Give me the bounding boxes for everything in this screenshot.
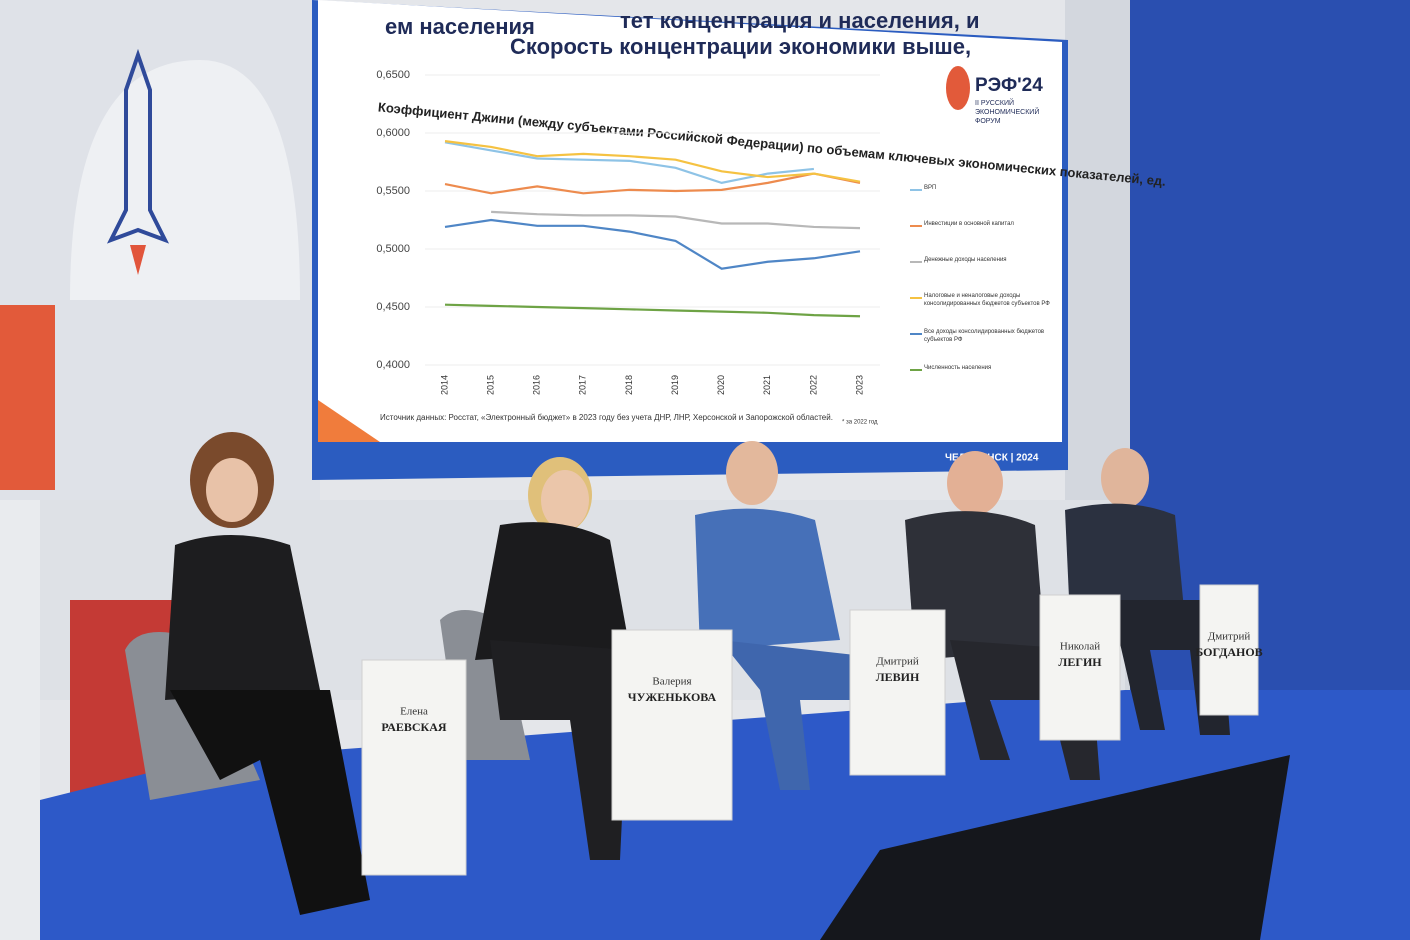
person-legs [170,690,370,915]
lectern [0,500,40,940]
series-line [444,218,861,270]
logo-icon [946,66,970,110]
slide-title-line: Скорость концентрации экономики выше, [510,34,971,59]
y-tick-label: 0,5500 [376,185,410,197]
y-tick-label: 0,4500 [376,301,410,313]
legend-entry: Денежные доходы населения [924,257,1007,263]
x-tick-label: 2016 [532,375,542,395]
rocket-icon [106,48,170,244]
plate-first-name: Дмитрий [876,656,919,668]
name-plates: Елена РАЕВСКАЯ Валерия ЧУЖЕНЬКОВА Дмитрий ЛЕВ… [361,584,1263,876]
person-face [541,470,589,530]
series-line [444,141,814,185]
legend-entry: Численность населения [924,365,992,371]
person-legs [490,640,630,860]
plate-last-name: РАЕВСКАЯ [381,720,447,734]
plate-last-name: ЛЕГИН [1058,655,1102,669]
legend-entry: Все доходы консолидированных бюджетов су… [924,329,1045,343]
y-tick-label: 0,4000 [376,359,410,371]
plate-first-name: Елена [400,706,428,718]
series-line [444,140,861,183]
legend-label: Все доходы консолидированных бюджетов су… [924,329,1045,343]
x-tick-label: 2015 [485,375,495,395]
logo-subtitle: ФОРУМ [975,118,1001,125]
legend-label: ВРП [924,185,937,191]
legend-entry: Налоговые и неналоговые доходы консолиди… [924,293,1050,307]
x-tick-label: 2020 [716,375,726,395]
legend-label: Налоговые и неналоговые доходы консолиди… [924,293,1050,307]
name-plate [1199,584,1259,716]
plate-first-name: Николай [1060,641,1100,653]
y-tick-label: 0,6000 [376,127,410,139]
legend-label: Денежные доходы населения [924,257,1007,263]
series-line [444,172,861,195]
x-tick-label: 2019 [670,375,680,395]
plate-last-name: ЛЕВИН [876,670,920,684]
legend-label: Численность населения [924,365,992,371]
person-body [695,508,840,650]
x-tick-label: 2018 [624,375,634,395]
logo-name: РЭФ'24 [975,75,1043,96]
person-face [206,458,258,522]
person-face [726,441,778,505]
person-body [475,522,630,660]
y-tick-label: 0,5000 [376,243,410,255]
source-note: Источник данных: Росстат, «Электронный б… [380,413,833,422]
name-plate [1039,594,1121,741]
person-face [947,451,1003,515]
legend-entry: ВРП [924,185,937,191]
x-tick-label: 2017 [578,375,588,395]
logo-subtitle: ЭКОНОМИЧЕСКИЙ [975,107,1039,116]
footnote: * за 2022 год [842,420,878,426]
y-tick-label: 0,6500 [376,69,410,81]
chart: 0,6500 0,6000 0,5500 0,5000 0,4500 0,4000 2014… [376,69,1050,395]
legend-label: Инвестиции в основной капитал [924,221,1014,227]
name-plate [611,629,733,821]
x-tick-label: 2014 [439,375,449,395]
plate-last-name: ЧУЖЕНЬКОВА [628,690,717,704]
screen-corner [318,400,380,442]
legend-entry: Инвестиции в основной капитал [924,221,1014,227]
logo-subtitle: II РУССКИЙ [975,98,1014,107]
screen [318,0,1062,442]
x-tick-label: 2021 [762,375,772,395]
person-face [1101,448,1149,508]
slide-title-line: тет концентрация и населения, и [620,8,980,33]
name-plate [361,659,467,876]
stage-monitor [820,755,1290,940]
left-panel [0,305,55,490]
name-plate [849,609,946,776]
person-body [1065,503,1185,620]
rocket-flame [130,245,146,275]
series-line [444,303,861,318]
x-tick-label: 2023 [854,375,864,395]
x-tick-label: 2022 [808,375,818,395]
plate-first-name: Валерия [652,676,691,688]
person-body [165,535,320,700]
slide-title-line: ем населения [385,14,535,39]
plate-last-name: БОГДАНОВ [1195,645,1262,659]
plate-first-name: Дмитрий [1208,631,1251,643]
series-line [491,210,861,230]
